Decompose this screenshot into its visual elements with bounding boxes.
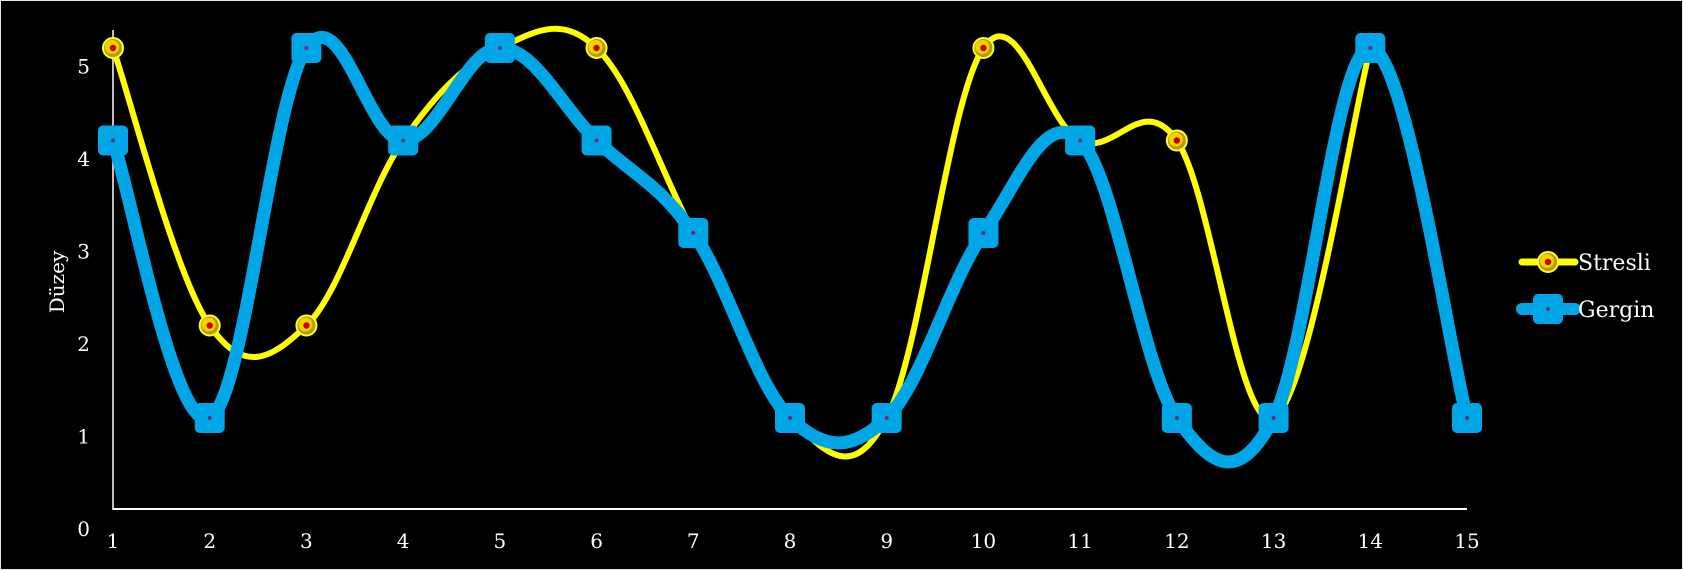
legend-label: Stresli xyxy=(1578,251,1651,276)
y-tick-label: 1 xyxy=(77,425,90,449)
x-tick-label: 6 xyxy=(590,529,603,553)
data-point-stresli xyxy=(102,37,124,59)
x-tick-label: 4 xyxy=(397,529,410,553)
data-point-gergin xyxy=(194,403,225,433)
legend-label: Gergin xyxy=(1578,298,1654,323)
data-point-stresli xyxy=(972,37,995,59)
y-tick-label: 0 xyxy=(77,517,90,541)
data-point-gergin xyxy=(968,218,999,248)
data-point-gergin xyxy=(581,125,612,156)
data-point-gergin xyxy=(1355,33,1386,63)
data-point-gergin xyxy=(388,125,419,156)
data-point-gergin xyxy=(291,33,322,63)
x-tick-label: 14 xyxy=(1358,529,1383,553)
data-point-stresli xyxy=(585,37,608,59)
chart-legend: Stresli Gergin xyxy=(1516,251,1654,324)
x-tick-label: 13 xyxy=(1261,529,1286,553)
x-tick-label: 10 xyxy=(971,529,996,553)
series-line-stresli xyxy=(110,25,1374,460)
x-tick-label: 1 xyxy=(107,529,120,553)
data-point-stresli xyxy=(295,314,318,337)
data-point-gergin xyxy=(1161,403,1192,433)
data-point-gergin xyxy=(775,403,805,433)
legend-item-stresli: Stresli xyxy=(1518,251,1651,276)
y-tick-label: 5 xyxy=(77,55,90,79)
x-tick-label: 8 xyxy=(784,529,797,553)
data-point-gergin xyxy=(871,403,902,433)
legend-item-gergin: Gergin xyxy=(1516,294,1654,324)
x-tick-label: 11 xyxy=(1067,529,1092,553)
data-point-gergin xyxy=(484,33,515,63)
x-tick-label: 7 xyxy=(687,529,700,553)
x-tick-label: 2 xyxy=(203,529,216,553)
data-point-gergin xyxy=(1065,125,1096,156)
y-tick-label: 2 xyxy=(77,332,90,356)
x-tick-label: 12 xyxy=(1164,529,1189,553)
y-axis-title: Düzey xyxy=(45,250,69,313)
x-tick-label: 9 xyxy=(880,529,893,553)
x-tick-label: 5 xyxy=(493,529,506,553)
data-point-gergin xyxy=(1452,403,1482,433)
data-point-stresli xyxy=(1165,129,1188,152)
data-point-gergin xyxy=(678,218,709,248)
series-line-gergin xyxy=(106,31,1474,469)
x-tick-label: 15 xyxy=(1454,529,1479,553)
y-tick-label: 4 xyxy=(77,147,90,171)
data-point-stresli xyxy=(198,314,221,337)
data-point-gergin xyxy=(1258,403,1289,433)
series-layer xyxy=(98,25,1482,469)
x-tick-label: 3 xyxy=(300,529,313,553)
data-point-gergin xyxy=(98,125,128,156)
y-tick-label: 3 xyxy=(77,240,90,264)
